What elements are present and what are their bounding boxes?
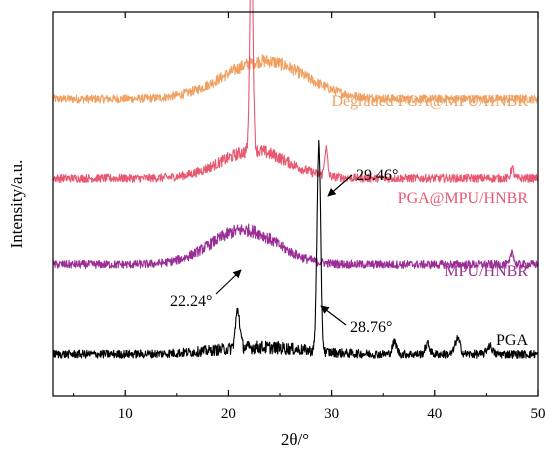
annotation-arrow-0	[327, 174, 353, 197]
annotation-label-2: 28.76°	[350, 319, 392, 336]
series-label-3: PGA	[496, 332, 528, 349]
x-tick-label-0: 10	[118, 406, 133, 422]
series-labels-layer: Degraded PGA@MPU/HNBR PGA@MPU/HNBR MPU/HNB…	[331, 93, 528, 349]
annotation-label-1: 22.24°	[170, 293, 212, 310]
x-ticks-layer: 10 20 30 40 50	[73, 12, 546, 422]
series-line-2	[52, 223, 539, 270]
series-label-0: Degraded PGA@MPU/HNBR	[331, 93, 528, 110]
annotation-arrow-1	[215, 269, 242, 295]
x-tick-label-2: 30	[324, 406, 339, 422]
series-line-1	[52, 0, 539, 183]
annotation-arrow-2	[320, 305, 347, 326]
x-tick-label-1: 20	[221, 406, 236, 422]
annotation-label-0: 29.46°	[356, 167, 398, 184]
series-line-3	[52, 139, 539, 359]
series-label-1: PGA@MPU/HNBR	[398, 190, 529, 207]
x-tick-label-4: 50	[531, 406, 546, 422]
y-axis-label: Intensity/a.u.	[7, 160, 26, 249]
series-label-2: MPU/HNBR	[444, 263, 528, 280]
curves-layer	[52, 0, 539, 359]
plot-frame	[52, 11, 539, 397]
x-axis-label: 2θ/°	[281, 430, 309, 449]
x-tick-label-3: 40	[427, 406, 442, 422]
series-line-0	[52, 54, 539, 104]
annotations-layer: 29.46° 22.24° 28.76°	[170, 167, 398, 336]
